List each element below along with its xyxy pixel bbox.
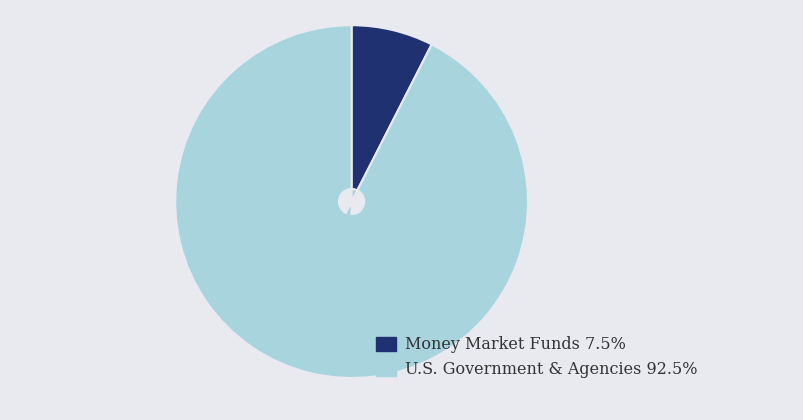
Wedge shape <box>345 25 431 214</box>
Legend: Money Market Funds 7.5%, U.S. Government & Agencies 92.5%: Money Market Funds 7.5%, U.S. Government… <box>376 336 697 378</box>
Wedge shape <box>175 25 528 378</box>
